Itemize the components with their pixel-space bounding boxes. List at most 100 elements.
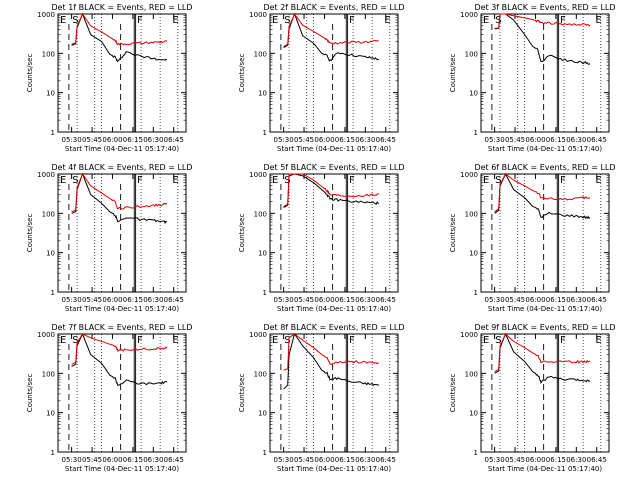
x-tick-label: 05:45 [294,136,314,144]
panel-det-8: Det 8f BLACK = Events, RED = LLD 1 10 100 10… [238,323,405,473]
y-tick-label: 10 [46,90,55,98]
x-tick-label: 05:45 [505,136,525,144]
y-tick-label: 1000 [460,331,478,339]
x-tick-label: 05:45 [82,136,102,144]
plot-frame [480,333,610,453]
x-tick-label: 05:30 [274,296,294,304]
y-tick-label: 10 [469,250,478,258]
y-tick-label: 1 [263,289,267,297]
plot-frame [57,173,187,293]
y-tick-label: 100 [42,210,55,218]
x-tick-label: 05:45 [82,296,102,304]
y-axis-label: Counts/sec [449,54,457,93]
event-marker-label: E [483,335,489,346]
series-line-lld [494,13,591,29]
plot-frame [269,13,399,133]
series-line-lld [71,333,168,365]
x-tick-label: 06:00 [102,456,122,464]
x-tick-label: 05:30 [485,296,505,304]
y-tick-label: 1 [474,129,478,137]
x-tick-label: 06:30 [143,136,163,144]
y-tick-label: 1000 [37,171,55,179]
x-tick-label: 05:45 [505,296,525,304]
y-tick-label: 1000 [37,331,55,339]
event-marker-label: F [560,15,566,26]
x-tick-label: 05:30 [62,296,82,304]
y-tick-label: 100 [254,50,267,58]
x-tick-label: 06:00 [102,136,122,144]
series-line-events [71,332,168,387]
event-marker-label: F [349,15,355,26]
panel-title: Det 3f BLACK = Events, RED = LLD [474,3,615,12]
x-tick-label: 05:45 [294,296,314,304]
event-marker-label: F [137,15,143,26]
x-tick-label: 06:30 [355,296,375,304]
y-tick-label: 1000 [249,331,267,339]
plot-frame [480,173,610,293]
event-marker-label: F [137,335,143,346]
x-tick-label: 06:15 [123,136,143,144]
x-tick-label: 06:00 [525,456,545,464]
x-tick-label: 06:00 [525,296,545,304]
y-axis-label: Counts/sec [26,54,34,93]
event-marker-label: S [72,15,78,26]
y-tick-label: 1 [263,449,267,457]
x-tick-label: 06:30 [566,296,586,304]
y-axis-label: Counts/sec [238,374,246,413]
series-line-events [283,332,380,390]
x-tick-label: 06:00 [102,296,122,304]
x-tick-label: 06:15 [123,296,143,304]
y-tick-label: 10 [258,410,267,418]
event-marker-label: E [384,175,390,186]
event-marker-label: E [60,335,66,346]
y-tick-label: 1 [474,449,478,457]
event-marker-label: E [172,335,178,346]
event-marker-label: S [495,175,501,186]
event-marker-label: E [595,335,601,346]
event-marker-label: F [349,175,355,186]
event-marker-label: F [560,335,566,346]
event-marker-label: E [483,175,489,186]
event-marker-label: E [172,15,178,26]
event-marker-label: S [495,15,501,26]
x-tick-label: 06:15 [546,456,566,464]
x-tick-label: 06:45 [587,296,607,304]
x-axis-label: Start Time (04-Dec-11 05:17:40) [277,465,391,473]
event-marker-label: E [384,15,390,26]
x-tick-label: 06:00 [314,136,334,144]
y-tick-label: 10 [258,250,267,258]
y-tick-label: 1000 [37,11,55,19]
x-axis-label: Start Time (04-Dec-11 05:17:40) [488,145,602,153]
series-line-events [494,172,591,220]
event-marker-label: S [495,335,501,346]
y-tick-label: 10 [258,90,267,98]
x-tick-label: 06:00 [525,136,545,144]
event-marker-label: F [137,175,143,186]
event-marker-label: E [60,15,66,26]
x-tick-label: 06:30 [566,456,586,464]
event-marker-label: S [284,335,290,346]
y-axis-label: Counts/sec [449,214,457,253]
event-marker-label: S [72,175,78,186]
panel-det-7: Det 7f BLACK = Events, RED = LLD 1 10 100 10… [26,323,193,473]
event-marker-label: S [72,335,78,346]
x-axis-label: Start Time (04-Dec-11 05:17:40) [277,305,391,313]
event-marker-label: E [384,335,390,346]
y-tick-label: 1 [51,289,55,297]
y-axis-label: Counts/sec [238,54,246,93]
x-tick-label: 05:30 [485,456,505,464]
x-tick-label: 06:30 [355,456,375,464]
x-tick-label: 06:30 [143,296,163,304]
y-tick-label: 1 [51,129,55,137]
series-line-lld [283,333,380,371]
plot-frame [269,173,399,293]
y-axis-label: Counts/sec [26,214,34,253]
x-tick-label: 06:45 [164,296,184,304]
x-tick-label: 06:45 [376,136,396,144]
y-tick-label: 1 [51,449,55,457]
x-tick-label: 06:00 [314,296,334,304]
y-tick-label: 100 [42,50,55,58]
x-tick-label: 05:30 [62,136,82,144]
x-tick-label: 06:30 [355,136,375,144]
